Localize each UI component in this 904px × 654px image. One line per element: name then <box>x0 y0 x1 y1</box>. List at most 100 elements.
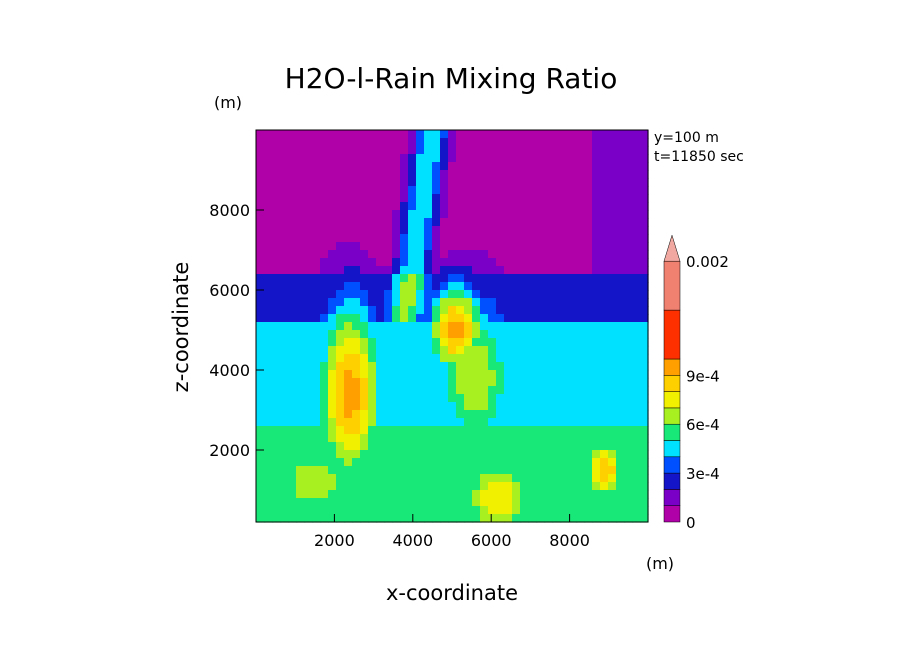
contour-cell <box>592 194 601 203</box>
contour-cell <box>344 306 353 315</box>
contour-cell <box>344 354 353 363</box>
contour-cell <box>280 458 289 467</box>
contour-cell <box>360 322 369 331</box>
contour-cell <box>640 250 649 259</box>
contour-cell <box>312 250 321 259</box>
contour-cell <box>256 450 265 459</box>
contour-cell <box>384 202 393 211</box>
contour-cell <box>320 162 329 171</box>
contour-cell <box>640 378 649 387</box>
contour-cell <box>480 474 489 483</box>
contour-cell <box>328 426 337 435</box>
contour-cell <box>336 218 345 227</box>
contour-cell <box>352 490 361 499</box>
contour-cell <box>464 474 473 483</box>
contour-cell <box>512 258 521 267</box>
contour-cell <box>472 322 481 331</box>
contour-cell <box>432 402 441 411</box>
contour-cell <box>304 226 313 235</box>
contour-cell <box>464 418 473 427</box>
contour-cell <box>400 322 409 331</box>
contour-cell <box>336 394 345 403</box>
contour-cell <box>416 266 425 275</box>
contour-cell <box>552 410 561 419</box>
contour-cell <box>376 418 385 427</box>
contour-cell <box>424 330 433 339</box>
contour-cell <box>600 458 609 467</box>
contour-cell <box>328 370 337 379</box>
contour-cell <box>328 226 337 235</box>
contour-cell <box>344 426 353 435</box>
contour-cell <box>568 314 577 323</box>
contour-cell <box>424 186 433 195</box>
contour-cell <box>464 378 473 387</box>
contour-cell <box>464 386 473 395</box>
contour-cell <box>280 274 289 283</box>
contour-cell <box>264 498 273 507</box>
colorbar-box <box>663 489 681 506</box>
contour-cell <box>472 386 481 395</box>
contour-cell <box>432 450 441 459</box>
contour-cell <box>256 194 265 203</box>
contour-cell <box>520 186 529 195</box>
contour-cell <box>536 314 545 323</box>
contour-cell <box>440 314 449 323</box>
contour-cell <box>456 498 465 507</box>
contour-cell <box>352 442 361 451</box>
contour-cell <box>584 154 593 163</box>
contour-cell <box>280 338 289 347</box>
contour-cell <box>344 330 353 339</box>
contour-cell <box>584 450 593 459</box>
contour-cell <box>624 178 633 187</box>
contour-cell <box>312 258 321 267</box>
contour-cell <box>472 330 481 339</box>
contour-cell <box>552 442 561 451</box>
contour-cell <box>272 466 281 475</box>
contour-cell <box>640 506 649 515</box>
contour-cell <box>336 210 345 219</box>
contour-cell <box>552 234 561 243</box>
contour-cell <box>328 346 337 355</box>
contour-cell <box>336 402 345 411</box>
contour-cell <box>568 178 577 187</box>
contour-cell <box>568 378 577 387</box>
contour-cell <box>544 170 553 179</box>
contour-cell <box>568 306 577 315</box>
contour-cell <box>432 290 441 299</box>
contour-cell <box>288 418 297 427</box>
contour-cell <box>392 194 401 203</box>
contour-cell <box>264 346 273 355</box>
contour-cell <box>376 186 385 195</box>
contour-cell <box>456 346 465 355</box>
contour-cell <box>400 282 409 291</box>
contour-cell <box>576 506 585 515</box>
contour-cell <box>416 138 425 147</box>
contour-cell <box>320 194 329 203</box>
contour-cell <box>480 378 489 387</box>
contour-cell <box>320 306 329 315</box>
contour-cell <box>408 162 417 171</box>
contour-cell <box>520 282 529 291</box>
contour-cell <box>296 146 305 155</box>
contour-cell <box>424 338 433 347</box>
contour-cell <box>584 130 593 139</box>
contour-cell <box>272 322 281 331</box>
contour-cell <box>312 418 321 427</box>
contour-cell <box>568 202 577 211</box>
contour-cell <box>368 178 377 187</box>
contour-cell <box>328 218 337 227</box>
contour-cell <box>320 450 329 459</box>
contour-cell <box>416 178 425 187</box>
contour-cell <box>480 290 489 299</box>
contour-cell <box>264 194 273 203</box>
contour-cell <box>560 474 569 483</box>
contour-cell <box>616 186 625 195</box>
contour-cell <box>616 354 625 363</box>
contour-cell <box>376 322 385 331</box>
contour-cell <box>568 354 577 363</box>
contour-cell <box>504 474 513 483</box>
contour-cell <box>376 234 385 243</box>
contour-cell <box>304 298 313 307</box>
contour-cell <box>384 506 393 515</box>
contour-cell <box>496 442 505 451</box>
